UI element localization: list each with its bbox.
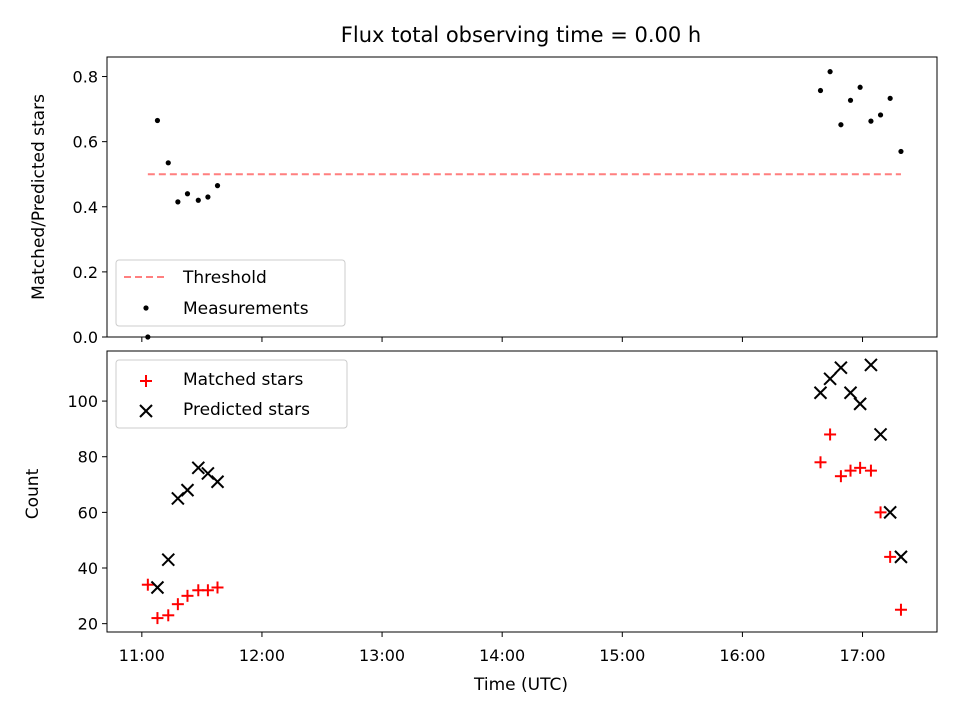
predicted-stars-point — [813, 386, 828, 400]
predicted-stars-legend-swatch — [139, 404, 153, 418]
measurements-point — [214, 183, 221, 189]
bottom-y-tick-label: 40 — [78, 559, 98, 578]
matched-stars-point — [824, 428, 837, 441]
bottom-y-tick-label: 80 — [78, 448, 98, 467]
bottom-panel-frame — [106, 350, 938, 633]
x-tick-label: 14:00 — [479, 646, 525, 665]
matched-stars-point — [171, 598, 184, 611]
bottom-panel-legend-box — [115, 359, 348, 429]
predicted-stars-point — [843, 386, 858, 400]
predicted-stars-point — [883, 505, 897, 520]
x-axis-label: Time (UTC) — [473, 675, 568, 695]
matched-stars-point — [162, 609, 175, 622]
measurements-legend-swatch — [143, 305, 149, 311]
measurements-point — [827, 69, 833, 75]
measurements-legend-label: Measurements — [183, 299, 309, 319]
matched-stars-point — [834, 470, 847, 483]
predicted-stars-point — [210, 475, 225, 489]
predicted-stars-point — [853, 397, 867, 411]
matched-stars-point — [854, 461, 867, 474]
predicted-stars-point — [894, 550, 908, 564]
predicted-stars-point — [834, 360, 848, 375]
top-y-tick-label: 0.2 — [73, 263, 98, 282]
bottom-panel-y-ticks: 20 40 60 80 100 — [67, 392, 107, 634]
predicted-stars-legend-label: Predicted stars — [183, 400, 310, 420]
matched-stars-point — [141, 578, 154, 591]
predicted-stars-point — [191, 461, 205, 475]
measurements-point — [165, 160, 171, 166]
bottom-panel: 20 40 60 80 100 11:00 12:00 13:00 14:00 15:00 16:… — [23, 350, 938, 665]
x-tick-label: 17:00 — [839, 646, 885, 665]
measurements-point — [175, 199, 181, 205]
bottom-panel-y-axis-label: Count — [23, 468, 43, 519]
matched-stars-point — [864, 464, 877, 477]
bottom-y-tick-label: 100 — [67, 392, 98, 411]
predicted-stars-point — [873, 427, 888, 442]
matched-stars-point — [814, 456, 827, 469]
x-tick-label: 12:00 — [239, 646, 285, 665]
measurements-point — [184, 191, 191, 197]
measurements-series — [145, 69, 904, 340]
predicted-stars-point — [161, 552, 175, 567]
measurements-point — [817, 87, 824, 94]
predicted-stars-series — [150, 358, 908, 595]
x-tick-label: 11:00 — [119, 646, 165, 665]
matched-stars-point — [844, 464, 857, 477]
top-panel-legend-box — [115, 259, 346, 327]
matched-stars-point — [211, 581, 224, 594]
top-y-tick-label: 0.6 — [73, 133, 98, 152]
top-panel-frame — [106, 56, 938, 338]
top-panel-x-ticks — [141, 337, 864, 342]
measurements-point — [887, 95, 893, 101]
measurements-point — [154, 117, 161, 124]
top-panel-plot-area — [145, 69, 904, 340]
matched-stars-point — [884, 550, 897, 563]
measurements-point — [205, 194, 211, 200]
bottom-panel-legend: Matched stars Predicted stars — [115, 359, 348, 429]
bottom-y-tick-label: 60 — [78, 503, 98, 522]
matched-stars-legend-label: Matched stars — [183, 370, 303, 390]
matched-stars-point — [894, 603, 907, 616]
measurements-point — [847, 97, 854, 103]
measurements-point — [838, 122, 844, 128]
threshold-legend-label: Threshold — [182, 268, 267, 288]
predicted-stars-point — [150, 580, 165, 595]
measurements-point — [857, 84, 863, 90]
matched-stars-series — [141, 428, 907, 625]
x-tick-label: 15:00 — [599, 646, 645, 665]
top-panel: 0.00.20.40.60.8 Matched/Predicted stars … — [29, 56, 938, 347]
x-tick-label: 13:00 — [359, 646, 405, 665]
measurements-point — [195, 197, 201, 203]
top-y-tick-label: 0.8 — [73, 68, 98, 87]
matched-stars-point — [201, 584, 214, 597]
predicted-stars-point — [180, 483, 195, 497]
top-y-tick-label: 0.4 — [73, 198, 98, 217]
measurements-point — [898, 148, 904, 155]
top-panel-legend: Threshold Measurements — [115, 259, 346, 327]
chart-title: Flux total observing time = 0.00 h — [341, 23, 701, 47]
top-panel-y-axis-label: Matched/Predicted stars — [29, 94, 49, 300]
predicted-stars-point — [864, 358, 878, 372]
measurements-point — [868, 118, 874, 124]
predicted-stars-point — [823, 372, 837, 386]
matched-stars-point — [181, 589, 194, 602]
matched-stars-point — [151, 612, 164, 625]
matched-stars-point — [874, 506, 887, 519]
measurements-point — [145, 334, 151, 340]
measurements-point — [877, 112, 884, 118]
bottom-y-tick-label: 20 — [78, 615, 98, 634]
top-y-tick-label: 0.0 — [73, 328, 98, 347]
bottom-panel-x-ticks: 11:00 12:00 13:00 14:00 15:00 16:00 17:00 — [119, 632, 886, 665]
top-panel-y-ticks: 0.0 0.2 0.4 0.6 0.8 — [73, 68, 107, 347]
x-tick-label: 16:00 — [719, 646, 765, 665]
matched-stars-legend-swatch — [140, 375, 152, 387]
bottom-panel-plot-area — [141, 358, 908, 625]
